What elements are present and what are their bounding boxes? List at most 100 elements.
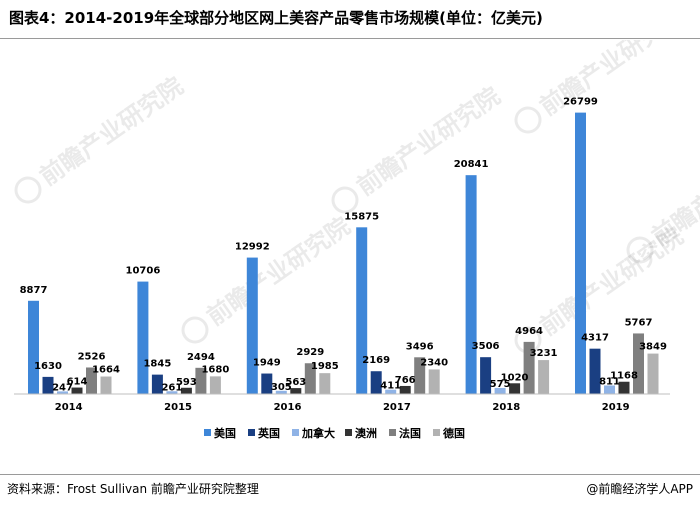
value-label-2015-series-1: 1845 — [143, 359, 171, 370]
bar-2015-series-3 — [180, 387, 192, 394]
value-label-2017-series-0: 15875 — [344, 211, 379, 222]
value-label-2018-series-3: 1020 — [501, 372, 529, 383]
bar-2018-series-3 — [509, 383, 521, 394]
value-label-2019-series-0: 26799 — [563, 97, 598, 108]
value-label-2015-series-5: 1680 — [201, 364, 229, 375]
watermark: 前瞻产业研究院 — [331, 82, 506, 214]
legend-label: 加拿大 — [301, 426, 335, 440]
value-label-2018-series-0: 20841 — [454, 159, 489, 170]
bar-2014-series-3 — [71, 387, 83, 394]
watermark: 前瞻产业研究院 — [181, 212, 356, 344]
watermark-logo-icon — [14, 176, 42, 204]
value-label-2015-series-3: 593 — [176, 377, 197, 388]
x-tick-2019: 2019 — [602, 402, 630, 413]
watermark: 前瞻产业研究院 — [514, 40, 688, 134]
x-tick-2016: 2016 — [274, 402, 302, 413]
source-note: 资料来源：Frost Sullivan 前瞻产业研究院整理 — [7, 482, 259, 496]
legend: 美国 英国 加拿大 澳洲 法国 德国 — [204, 426, 465, 440]
value-label-2019-series-3: 1168 — [610, 371, 638, 382]
bar-2016-series-5 — [319, 373, 331, 394]
bar-2014-series-0 — [28, 300, 39, 394]
value-label-2015-series-4: 2494 — [187, 352, 215, 363]
legend-swatch — [204, 429, 211, 436]
bar-2016-series-3 — [290, 388, 302, 394]
value-label-2014-series-0: 8877 — [20, 285, 48, 296]
value-label-2016-series-1: 1949 — [253, 358, 281, 369]
bar-2017-series-5 — [428, 369, 440, 394]
x-tick-2018: 2018 — [492, 402, 520, 413]
x-tick-2015: 2015 — [164, 402, 192, 413]
bar-2016-series-4 — [304, 363, 316, 394]
value-label-2018-series-4: 4964 — [515, 326, 543, 337]
bar-2016-series-0 — [246, 257, 258, 394]
bar-2014-series-2 — [57, 391, 68, 394]
bar-2017-series-4 — [414, 357, 426, 394]
x-tick-2014: 2014 — [55, 402, 83, 413]
legend-label: 英国 — [257, 426, 280, 440]
bar-2015-series-1 — [151, 374, 163, 394]
bar-2019-series-3 — [618, 381, 630, 394]
brand-note: @前瞻经济学人APP — [586, 482, 693, 496]
legend-label: 法国 — [399, 426, 421, 440]
legend-swatch — [345, 429, 352, 436]
bar-2015-series-5 — [209, 376, 221, 394]
title-divider — [0, 38, 700, 39]
watermark-logo-icon — [181, 316, 209, 344]
bar-2019-series-5 — [647, 353, 659, 394]
watermark-logo-icon — [514, 106, 542, 134]
watermark: 前瞻产业研究院 — [14, 72, 189, 204]
value-label-2016-series-5: 1985 — [311, 361, 339, 372]
watermark-text: 前瞻产业研究院 — [647, 132, 700, 251]
chart-title: 图表4：2014-2019年全球部分地区网上美容产品零售市场规模(单位：亿美元) — [9, 9, 543, 27]
legend-swatch — [389, 429, 396, 436]
watermark-text: 前瞻产业研究院 — [202, 212, 356, 331]
legend-label: 德国 — [442, 426, 465, 440]
bar-2019-series-0 — [575, 112, 586, 394]
bar-2016-series-2 — [275, 390, 287, 394]
value-label-2019-series-4: 5767 — [625, 317, 653, 328]
value-label-2018-series-5: 3231 — [530, 348, 558, 359]
value-label-2015-series-0: 10706 — [126, 266, 161, 277]
legend-item-2: 加拿大 — [292, 426, 335, 440]
watermark-logo-icon — [514, 326, 542, 354]
legend-item-3: 澳洲 — [345, 426, 377, 440]
value-label-2014-series-4: 2526 — [78, 351, 106, 362]
value-label-2017-series-4: 3496 — [406, 341, 434, 352]
value-label-2018-series-2: 575 — [490, 379, 511, 390]
legend-label: 美国 — [214, 426, 236, 440]
bar-2014-series-1 — [42, 376, 54, 394]
bar-2014-series-5 — [100, 376, 112, 394]
watermark-text: 前瞻产业研究院 — [352, 82, 506, 201]
bar-2014-series-4 — [86, 367, 97, 394]
bar-2018-series-0 — [465, 175, 477, 394]
value-label-2015-series-2: 261 — [161, 382, 182, 393]
legend-item-4: 法国 — [389, 426, 421, 440]
value-label-2016-series-4: 2929 — [296, 347, 324, 358]
bar-2019-series-1 — [589, 348, 601, 394]
value-label-2016-series-0: 12992 — [235, 242, 270, 253]
value-label-2014-series-5: 1664 — [92, 365, 120, 376]
x-tick-labels: 2014 2015 2016 2017 2018 2019 — [55, 402, 630, 413]
value-label-2014-series-3: 614 — [67, 377, 88, 388]
value-label-2018-series-1: 3506 — [472, 341, 500, 352]
watermark-text: 前瞻产业研究院 — [35, 72, 189, 191]
value-label-2017-series-5: 2340 — [420, 357, 448, 368]
legend-item-5: 德国 — [433, 426, 465, 440]
value-label-2017-series-3: 766 — [395, 375, 416, 386]
value-label-2016-series-2: 305 — [271, 382, 292, 393]
bar-2018-series-2 — [494, 387, 506, 394]
legend-swatch — [433, 429, 440, 436]
value-label-2019-series-2: 811 — [599, 376, 620, 387]
legend-label: 澳洲 — [355, 426, 377, 440]
legend-item-0: 美国 — [204, 426, 236, 440]
watermark-logo-icon — [626, 236, 654, 264]
value-label-2017-series-1: 2169 — [362, 355, 390, 366]
value-label-2014-series-2: 247 — [52, 382, 73, 393]
value-label-2017-series-2: 411 — [380, 381, 401, 392]
watermark-logo-icon — [331, 186, 359, 214]
bar-2017-series-0 — [356, 227, 368, 394]
value-label-2016-series-3: 563 — [285, 377, 306, 388]
